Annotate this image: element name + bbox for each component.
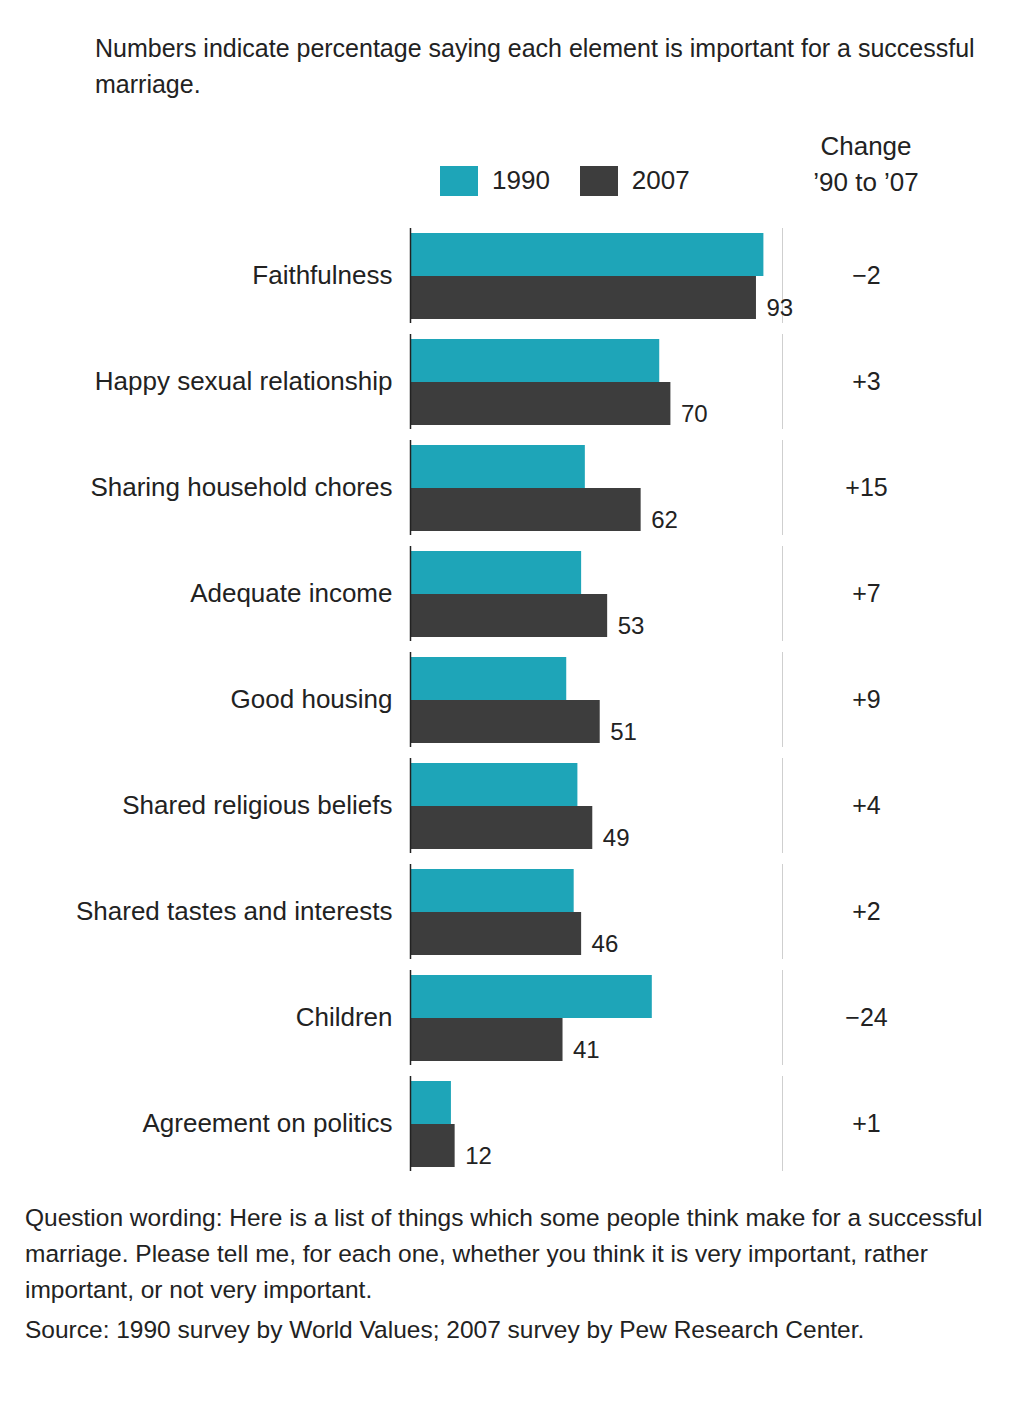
svg-text:62: 62 [651, 506, 678, 533]
svg-text:Sharing household chores: Sharing household chores [90, 472, 392, 502]
svg-text:−24: −24 [845, 1003, 888, 1031]
svg-text:−2: −2 [852, 261, 881, 289]
svg-text:+15: +15 [845, 473, 887, 501]
html-text:Source: 1990 survey by World V: Source: 1990 survey by World Values; 200… [25, 1316, 865, 1343]
svg-text:Shared religious beliefs: Shared religious beliefs [122, 790, 392, 820]
svg-text:Faithfulness: Faithfulness [252, 260, 392, 290]
svg-text:Adequate income: Adequate income [190, 578, 392, 608]
svg-text:+3: +3 [852, 367, 881, 395]
svg-text:41: 41 [573, 1036, 600, 1063]
svg-text:Agreement on politics: Agreement on politics [142, 1108, 392, 1138]
svg-text:Happy sexual relationship: Happy sexual relationship [95, 366, 393, 396]
html-text:Question wording: Here is a li: Question wording: Here is a list of thin… [25, 1204, 983, 1303]
svg-text:70: 70 [681, 400, 708, 427]
svg-text:+9: +9 [852, 685, 881, 713]
svg-text:53: 53 [618, 612, 645, 639]
svg-text:12: 12 [465, 1142, 492, 1169]
svg-text:Shared tastes and interests: Shared tastes and interests [76, 896, 393, 926]
svg-text:Children: Children [296, 1002, 393, 1032]
html-text:1990: 1990 [492, 165, 550, 195]
html-text:Change ’90 to ’07: Change ’90 to ’07 [813, 131, 919, 197]
svg-text:+4: +4 [852, 791, 881, 819]
svg-text:49: 49 [603, 824, 630, 851]
svg-text:+1: +1 [852, 1109, 881, 1137]
svg-text:+2: +2 [852, 897, 881, 925]
svg-text:93: 93 [766, 294, 793, 321]
svg-text:51: 51 [610, 718, 637, 745]
svg-text:46: 46 [592, 930, 619, 957]
html-text:Numbers indicate percentage sa: Numbers indicate percentage saying each … [95, 34, 975, 98]
html-text:2007: 2007 [631, 165, 690, 195]
svg-text:Good housing: Good housing [231, 684, 393, 714]
svg-text:+7: +7 [852, 579, 881, 607]
